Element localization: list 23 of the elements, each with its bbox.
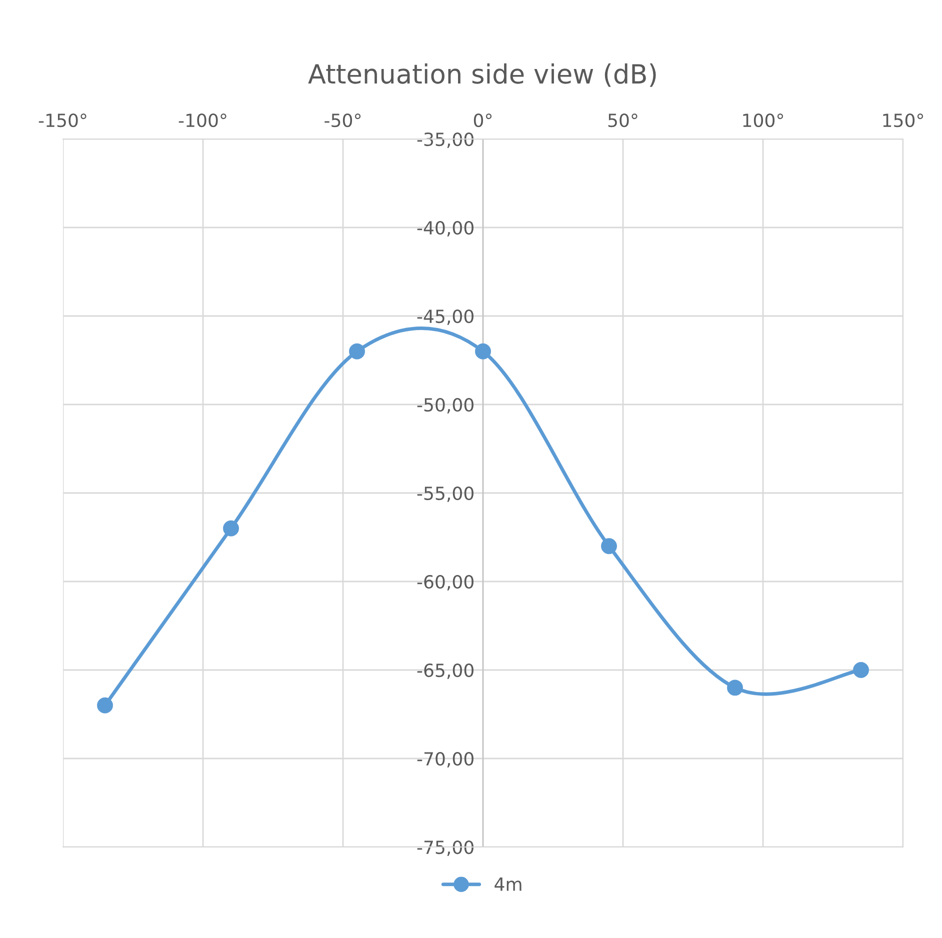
y-tick-label: -65,00 [417,663,474,679]
y-tick-label: -70,00 [417,752,474,768]
x-tick-label: 150° [883,114,924,128]
x-tick-label: -150° [38,114,86,128]
y-tick-label: -55,00 [417,486,474,502]
y-tick-label: -40,00 [417,220,474,236]
point [97,697,113,714]
x-tick-label: -100° [178,114,226,128]
x-tick-label: 0° [474,114,492,128]
chart-title: Attenuation side view (dB) [308,63,656,87]
point [475,343,491,360]
legend-label: 4m [494,878,522,891]
x-tick-label: -50° [324,114,361,128]
x-tick-label: 100° [743,114,784,128]
point [853,662,869,678]
y-tick-label: -60,00 [417,574,474,590]
point [601,538,617,554]
point [727,680,743,696]
x-tick-label: 50° [608,114,638,128]
point [223,520,239,536]
y-tick-label: -50,00 [417,398,474,414]
point [349,343,365,360]
y-tick-label: -45,00 [417,309,474,325]
